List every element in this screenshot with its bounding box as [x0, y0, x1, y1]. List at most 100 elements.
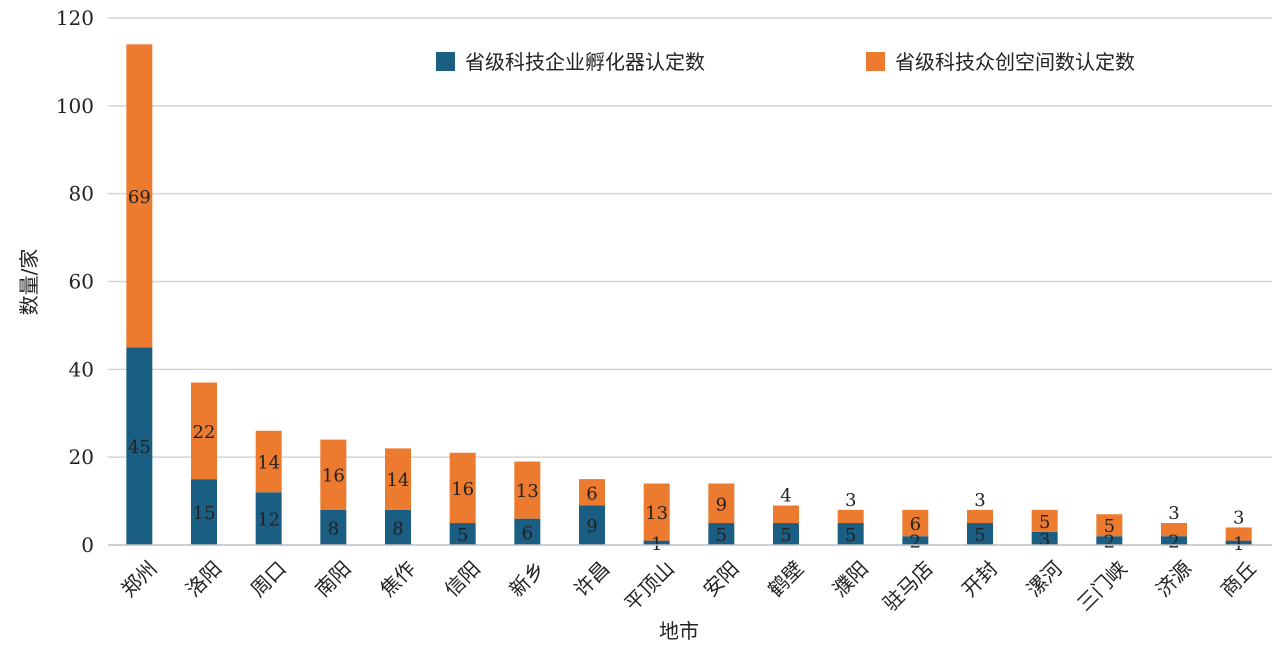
bar-makerspace: [773, 505, 799, 524]
data-label-makerspace: 13: [516, 481, 539, 502]
y-tick-label: 80: [69, 182, 94, 206]
data-label-makerspace: 4: [780, 485, 791, 506]
data-labels: 4569152212148168145166139611359545326533…: [128, 187, 1245, 555]
y-tick-label: 40: [69, 357, 94, 381]
bar-makerspace: [191, 382, 217, 480]
legend-label-incubator: 省级科技企业孵化器认定数: [465, 50, 705, 74]
y-tick-label: 100: [56, 94, 94, 118]
data-label-incubator: 2: [910, 532, 921, 553]
bar-incubator: [1031, 531, 1058, 545]
data-label-incubator: 5: [457, 525, 468, 546]
bar-incubator: [514, 518, 541, 545]
x-tick-label: 濮阳: [828, 556, 873, 601]
data-label-incubator: 3: [1039, 529, 1050, 550]
x-tick-label: 焦作: [375, 556, 420, 601]
bar-makerspace: [1225, 527, 1252, 541]
bar-makerspace: [1161, 523, 1187, 537]
x-tick-label: 鹤壁: [763, 556, 808, 601]
data-label-makerspace: 16: [451, 479, 474, 500]
data-label-makerspace: 16: [322, 466, 345, 487]
y-tick-label: 120: [56, 6, 94, 30]
data-label-incubator: 5: [716, 525, 727, 546]
data-label-incubator: 12: [257, 510, 280, 531]
x-tick-label: 商丘: [1216, 556, 1261, 601]
bar-incubator: [1225, 540, 1252, 545]
bar-incubator: [773, 523, 799, 545]
data-label-incubator: 8: [328, 518, 339, 539]
y-tick-label: 0: [81, 533, 94, 557]
x-tick-label: 郑州: [116, 556, 161, 601]
x-tick-label: 周口: [246, 556, 291, 601]
bar-makerspace: [708, 483, 735, 524]
bar-incubator: [837, 523, 864, 545]
legend-swatch-incubator: [436, 52, 455, 71]
gridlines: [108, 17, 1272, 458]
bar-makerspace: [255, 430, 282, 493]
data-label-incubator: 5: [974, 525, 985, 546]
data-label-makerspace: 3: [845, 490, 856, 511]
bar-makerspace: [320, 439, 347, 510]
x-tick-label: 平顶山: [620, 556, 679, 615]
y-tick-label: 60: [69, 270, 94, 294]
bar-makerspace: [902, 509, 929, 537]
bar-makerspace: [579, 479, 605, 506]
bar-incubator: [126, 347, 153, 545]
legend-swatch-makerspace: [866, 52, 885, 71]
data-label-makerspace: 3: [1168, 503, 1179, 524]
data-label-makerspace: 5: [1104, 516, 1115, 537]
data-label-makerspace: 3: [1233, 507, 1244, 528]
bar-makerspace: [514, 461, 541, 519]
data-label-incubator: 2: [1168, 532, 1179, 553]
bar-incubator: [902, 536, 929, 545]
bar-makerspace: [126, 44, 153, 348]
legend-label-makerspace: 省级科技众创空间数认定数: [895, 50, 1135, 74]
data-label-makerspace: 14: [387, 470, 410, 491]
bar-incubator: [708, 523, 735, 545]
x-tick-label: 开封: [957, 556, 1002, 601]
bar-makerspace: [643, 483, 670, 541]
data-label-incubator: 8: [392, 518, 403, 539]
bar-makerspace: [967, 509, 993, 524]
bar-incubator: [320, 509, 347, 545]
x-tick-label: 漯河: [1022, 556, 1067, 601]
x-tick-label: 南阳: [310, 556, 355, 601]
data-label-incubator: 5: [845, 525, 856, 546]
data-label-makerspace: 6: [586, 483, 597, 504]
x-tick-label: 信阳: [440, 556, 485, 601]
bar-incubator: [643, 540, 670, 545]
data-label-incubator: 15: [193, 503, 216, 524]
bars: [126, 44, 1252, 545]
bar-makerspace: [1031, 509, 1058, 532]
bar-incubator: [1096, 536, 1123, 545]
bar-incubator: [385, 509, 411, 545]
bar-makerspace: [837, 509, 864, 524]
data-label-incubator: 5: [780, 525, 791, 546]
bar-makerspace: [1096, 514, 1123, 537]
bar-incubator: [255, 492, 282, 545]
x-tick-label: 安阳: [698, 556, 743, 601]
bar-makerspace: [449, 452, 476, 524]
data-label-makerspace: 14: [257, 453, 280, 474]
x-tick-label: 许昌: [569, 556, 614, 601]
bar-incubator: [191, 479, 217, 545]
legend: 省级科技企业孵化器认定数 省级科技众创空间数认定数: [436, 50, 1135, 74]
data-label-incubator: 9: [586, 516, 597, 537]
data-label-makerspace: 5: [1039, 512, 1050, 533]
data-label-makerspace: 13: [645, 503, 668, 524]
x-axis-title: 地市: [659, 619, 699, 643]
data-label-makerspace: 69: [128, 187, 151, 208]
x-tick-label: 洛阳: [181, 556, 226, 601]
data-label-makerspace: 3: [974, 490, 985, 511]
y-tick-label: 20: [69, 445, 94, 469]
x-tick-label: 新乡: [504, 556, 549, 601]
y-axis-title: 数量/家: [17, 249, 41, 316]
data-label-incubator: 45: [128, 437, 151, 458]
bar-makerspace: [385, 448, 411, 510]
data-label-makerspace: 22: [193, 422, 216, 443]
data-label-incubator: 6: [522, 523, 533, 544]
x-tick-label: 驻马店: [878, 556, 937, 615]
data-label-makerspace: 6: [910, 514, 921, 535]
bar-incubator: [579, 505, 605, 545]
